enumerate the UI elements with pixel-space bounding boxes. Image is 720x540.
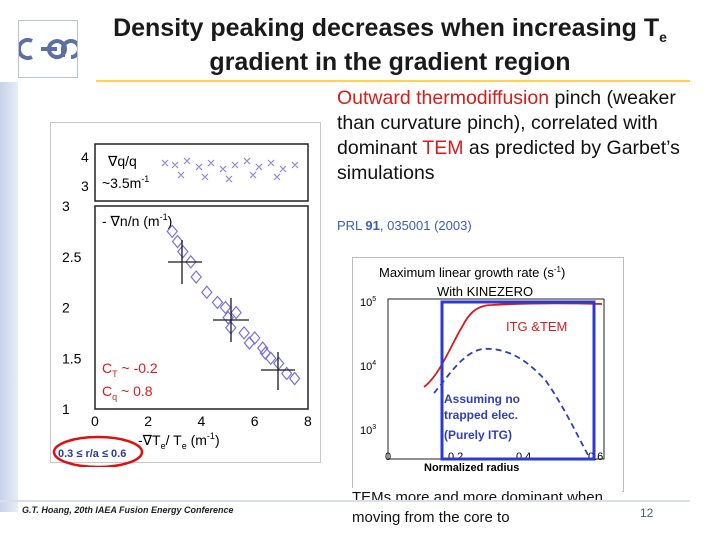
bottom-y-ticks: 3 2.5 2 1.5 1: [62, 198, 82, 417]
label-assume-1: Assuming no: [444, 392, 520, 406]
scatter-point: [219, 300, 232, 315]
x-tick-label: 4: [198, 413, 206, 429]
label-itg-tem: ITG &TEM: [506, 319, 567, 334]
label-assume-2: trapped elec.: [444, 408, 518, 422]
x-tick-label: 8: [304, 413, 312, 429]
label-assume-3: (Purely ITG): [444, 428, 512, 442]
y-tick-label: 2: [62, 300, 70, 316]
top-panel-markers: [161, 157, 299, 183]
growth-subtitle: With KINEZERO: [437, 284, 533, 299]
cea-logo: [16, 20, 81, 78]
density-gradient-plot: ∇q/q ~3.5m-1 4 3 - ∇n/n (m-1) 32.521.51 …: [50, 122, 321, 467]
reference: PRL 91, 035001 (2003): [337, 218, 472, 233]
scatter-point: [230, 305, 242, 320]
scatter-point: [248, 331, 261, 345]
x-tick-label: 0: [91, 413, 99, 429]
scatter-point: [171, 234, 184, 249]
top-panel-label: ∇q/q: [107, 153, 137, 169]
y-tick-label: 3: [62, 198, 70, 214]
growth-xtick-0: 0: [385, 451, 391, 463]
scatter-point: [243, 336, 256, 350]
footer-rule: [0, 500, 690, 502]
y-tick-label: 1.5: [62, 350, 82, 366]
scatter-point: [166, 224, 178, 239]
error-bars: [168, 240, 295, 390]
scatter-point: [256, 341, 269, 356]
growth-xtick-06: 0.6: [588, 451, 603, 463]
purely-itg-curve: [433, 348, 589, 456]
growth-ytick-1e5: 105: [360, 296, 376, 309]
range-label: 0.3 ≤ r/a ≤ 0.6: [58, 448, 126, 460]
slide-title-line1: Density peaking decreases when increasin…: [113, 14, 667, 45]
scatter-point: [177, 244, 189, 259]
scatter-point: [259, 346, 272, 361]
scatter-point: [238, 325, 250, 340]
top-panel-value: ~3.5m-1: [102, 174, 149, 191]
scatter-point: [288, 371, 301, 386]
bottom-panel-frame: [94, 205, 309, 410]
growth-xlabel: Normalized radius: [424, 462, 519, 474]
scatter-point: [272, 356, 285, 371]
bottom-x-ticks: 0 2 4 6 8: [91, 413, 312, 429]
scatter-point: [185, 254, 197, 269]
scatter-point: [280, 366, 293, 381]
top-panel-ytick-3: 3: [81, 178, 89, 194]
scatter-point: [190, 270, 202, 284]
growth-title: Maximum linear growth rate (s-1): [379, 265, 565, 280]
slide-title-line2: gradient in the gradient region: [209, 48, 571, 76]
x-tick-label: 6: [251, 413, 259, 429]
bottom-panel-label: - ∇n/n (m-1): [102, 212, 172, 229]
range-highlight-oval: [52, 435, 144, 467]
scatter-point: [211, 295, 224, 310]
footer-text: G.T. Hoang, 20th IAEA Fusion Energy Conf…: [22, 505, 234, 515]
scatter-point: [201, 285, 213, 300]
growth-rate-plot: Maximum linear growth rate (s-1) With KI…: [352, 257, 624, 492]
gradient-region-box: [440, 300, 596, 461]
top-panel-frame: [94, 143, 309, 202]
x-axis-label: -∇Te/ Te (m-1): [138, 431, 220, 451]
growth-ytick-1e4: 104: [360, 360, 376, 373]
page-number: 12: [640, 506, 654, 520]
growth-caption: TEMs more and more dominant when moving …: [352, 488, 622, 540]
y-tick-label: 2.5: [62, 249, 82, 265]
description-text: Outward thermodiffusion pinch (weaker th…: [337, 87, 680, 184]
title-underline: [96, 80, 690, 82]
growth-ytick-1e3: 103: [360, 424, 376, 437]
ct-label: CT ~ -0.2: [102, 360, 158, 379]
cq-label: Cq ~ 0.8: [102, 383, 153, 402]
top-panel-ytick-4: 4: [81, 149, 89, 165]
x-tick-label: 2: [144, 413, 152, 429]
left-decor-bar: [0, 82, 18, 512]
y-tick-label: 1: [62, 401, 70, 417]
